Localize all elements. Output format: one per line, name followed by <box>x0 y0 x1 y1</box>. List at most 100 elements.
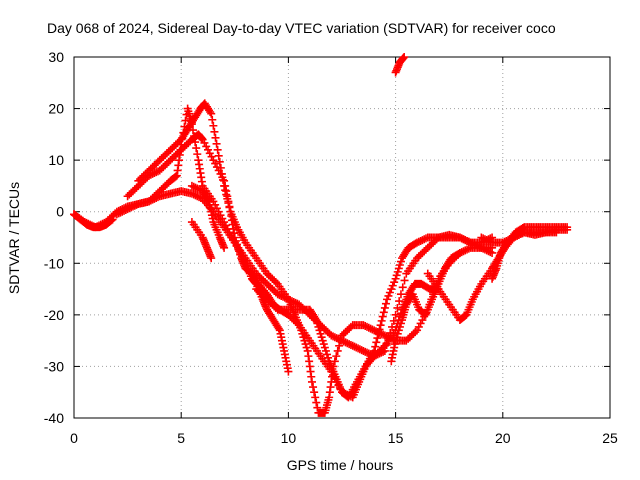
data-point <box>345 340 354 349</box>
data-point <box>459 247 468 256</box>
data-point <box>271 303 280 312</box>
y-tick-label: -40 <box>44 410 64 426</box>
x-tick-label: 20 <box>495 430 511 446</box>
data-point <box>221 186 230 195</box>
data-point <box>118 207 127 216</box>
x-tick-label: 0 <box>70 430 78 446</box>
data-point <box>121 205 130 214</box>
data-point <box>374 329 383 338</box>
x-axis-ticks: 0 5 10 15 20 25 <box>70 57 618 446</box>
data-point <box>216 163 225 172</box>
data-point <box>343 339 352 348</box>
data-point <box>457 248 466 257</box>
data-point <box>416 236 425 245</box>
data-point <box>307 377 316 386</box>
data-point <box>152 168 161 177</box>
data-point <box>352 343 361 352</box>
y-axis-ticks: -40 -30 -20 -10 0 10 20 30 <box>44 49 610 426</box>
data-point <box>132 200 141 209</box>
data-point <box>346 340 355 349</box>
data-point <box>411 328 420 337</box>
data-point <box>413 238 422 247</box>
data-point <box>372 338 381 347</box>
data-point <box>127 203 136 212</box>
data-point <box>498 238 507 247</box>
data-point <box>125 204 134 213</box>
data-point <box>505 235 514 244</box>
data-point <box>224 199 233 208</box>
data-point <box>464 237 473 246</box>
data-point <box>371 342 380 351</box>
data-point <box>514 230 523 239</box>
data-point <box>486 237 495 246</box>
data-point <box>382 332 391 341</box>
data-point <box>188 126 197 135</box>
data-point <box>123 205 132 214</box>
data-point <box>396 290 405 299</box>
data-point <box>330 333 339 342</box>
x-tick-label: 15 <box>388 430 404 446</box>
data-point <box>350 342 359 351</box>
data-point <box>563 223 572 232</box>
data-point <box>393 303 402 312</box>
data-point <box>108 215 117 224</box>
data-point <box>130 201 139 210</box>
data-point <box>484 236 493 245</box>
data-point <box>379 330 388 339</box>
y-tick-label: -20 <box>44 307 64 323</box>
data-point <box>309 383 318 392</box>
data-point <box>209 121 218 130</box>
data-point <box>207 109 216 118</box>
data-point <box>368 325 377 334</box>
data-point <box>195 193 204 202</box>
data-point <box>107 216 116 225</box>
data-point <box>480 235 489 244</box>
grid <box>74 57 610 418</box>
data-point <box>332 352 341 361</box>
data-point <box>219 175 228 184</box>
data-point <box>336 336 345 345</box>
data-point <box>274 324 283 333</box>
data-point <box>273 290 282 299</box>
data-point <box>193 192 202 201</box>
series-arc-3 <box>123 130 464 417</box>
data-point <box>311 314 320 323</box>
data-point <box>504 236 513 245</box>
data-point <box>457 234 466 243</box>
data-point <box>207 254 216 263</box>
series-arc-7 <box>252 279 443 402</box>
data-point <box>461 236 470 245</box>
data-point <box>193 150 202 159</box>
data-point <box>373 334 382 343</box>
y-tick-label: 20 <box>48 101 64 117</box>
data-point <box>455 233 464 242</box>
data-point <box>459 235 468 244</box>
data-point <box>327 331 336 340</box>
data-point <box>421 234 430 243</box>
data-point <box>225 203 234 212</box>
data-point <box>363 322 372 331</box>
data-point <box>477 233 486 242</box>
series-arc-9 <box>391 53 409 77</box>
data-point <box>380 331 389 340</box>
data-point <box>511 232 520 241</box>
y-tick-label: 0 <box>56 204 64 220</box>
data-point <box>291 298 300 307</box>
data-point <box>181 116 190 125</box>
data-point <box>191 183 200 192</box>
data-point <box>379 308 388 317</box>
data-point <box>312 398 321 407</box>
data-point <box>400 53 409 61</box>
data-point <box>212 139 221 148</box>
data-point <box>507 234 516 243</box>
y-axis-label: SDTVAR / TECUs <box>6 182 22 294</box>
data-point <box>354 344 363 353</box>
data-point <box>500 237 509 246</box>
data-point <box>395 297 404 306</box>
series-arc-6 <box>187 218 216 263</box>
data-point <box>293 319 302 328</box>
data-point <box>366 324 375 333</box>
data-point <box>220 243 229 252</box>
data-point <box>357 346 366 355</box>
data-point <box>375 325 384 334</box>
